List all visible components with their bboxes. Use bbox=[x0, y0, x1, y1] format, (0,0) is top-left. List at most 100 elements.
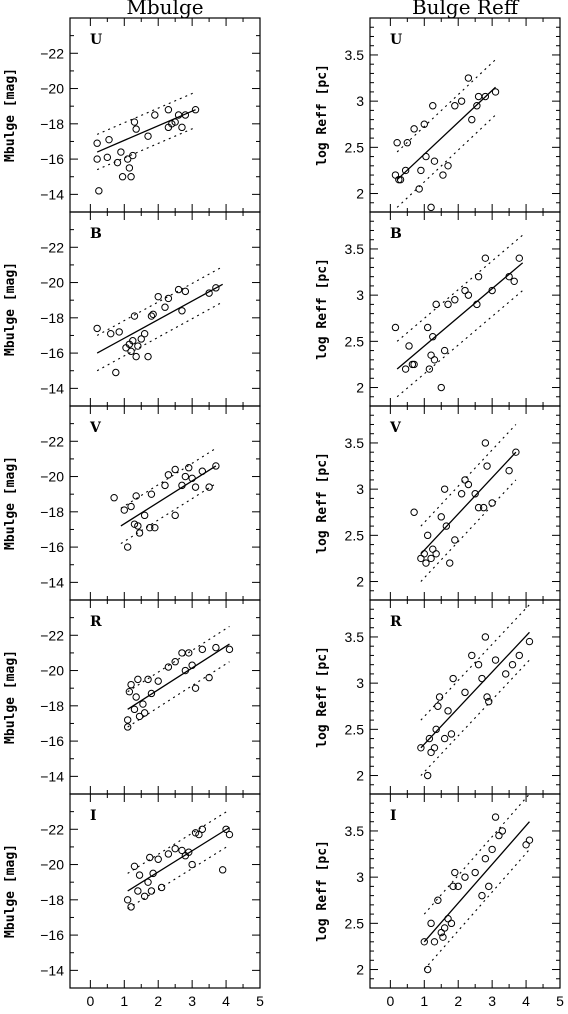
x-tick-label: 4 bbox=[522, 993, 530, 1009]
data-point bbox=[488, 845, 496, 854]
data-point bbox=[510, 277, 518, 285]
y-tick-label: −22 bbox=[40, 821, 64, 837]
y-tick-label: −14 bbox=[40, 380, 64, 396]
y-tick-label: 2 bbox=[356, 380, 364, 396]
fit-upper-bound bbox=[420, 604, 530, 721]
data-point bbox=[427, 351, 435, 359]
panel-frame bbox=[69, 793, 261, 989]
data-point bbox=[485, 882, 493, 891]
data-point bbox=[505, 272, 513, 281]
data-point bbox=[171, 511, 179, 520]
y-tick-label: −14 bbox=[40, 962, 64, 978]
y-tick-label: 2.5 bbox=[345, 139, 365, 155]
data-point bbox=[181, 287, 190, 296]
data-point bbox=[181, 472, 190, 481]
data-point bbox=[174, 285, 183, 294]
x-tick-label: 3 bbox=[188, 993, 196, 1009]
data-point bbox=[123, 896, 132, 904]
data-point bbox=[115, 328, 123, 336]
fit-upper-bound bbox=[420, 424, 517, 527]
data-point bbox=[205, 673, 213, 682]
y-tick-label: 3 bbox=[356, 93, 364, 109]
data-point bbox=[432, 550, 440, 558]
y-axis-label: log Reff [pc] bbox=[315, 840, 330, 942]
data-point bbox=[146, 853, 154, 862]
data-point bbox=[144, 878, 152, 886]
data-point bbox=[522, 841, 530, 849]
data-point bbox=[498, 827, 507, 835]
fit-lower-bound bbox=[127, 844, 230, 910]
data-point bbox=[205, 289, 213, 297]
data-point bbox=[481, 439, 490, 447]
data-point bbox=[447, 730, 456, 738]
y-tick-label: −16 bbox=[40, 927, 64, 943]
y-axis-label: log Reff [pc] bbox=[315, 258, 330, 360]
y-tick-label: 3.5 bbox=[345, 241, 365, 257]
data-point bbox=[110, 494, 118, 502]
data-point bbox=[212, 462, 220, 470]
data-point bbox=[171, 465, 179, 474]
data-point bbox=[178, 123, 186, 132]
data-point bbox=[113, 158, 122, 167]
data-point bbox=[181, 666, 190, 675]
data-point bbox=[140, 892, 149, 900]
data-point bbox=[135, 529, 144, 537]
x-tick-label: 1 bbox=[120, 993, 128, 1009]
data-point bbox=[461, 873, 469, 881]
y-tick-label: −18 bbox=[40, 698, 64, 714]
data-point bbox=[430, 356, 439, 364]
fit-line bbox=[127, 826, 230, 892]
y-tick-label: 3.5 bbox=[345, 629, 365, 645]
data-point bbox=[171, 118, 179, 126]
x-tick-label: 0 bbox=[386, 993, 394, 1009]
data-point bbox=[188, 860, 196, 869]
fit-upper-bound bbox=[127, 809, 230, 874]
data-point bbox=[464, 74, 473, 82]
y-tick-label: −16 bbox=[40, 345, 64, 361]
y-tick-label: −20 bbox=[40, 81, 64, 97]
data-point bbox=[147, 490, 156, 498]
data-point bbox=[422, 559, 430, 567]
data-point bbox=[144, 675, 152, 684]
data-point bbox=[171, 844, 179, 853]
data-point bbox=[444, 915, 452, 923]
data-point bbox=[130, 312, 139, 320]
y-tick-label: 2 bbox=[356, 186, 364, 202]
data-point bbox=[423, 323, 432, 332]
y-tick-label: 3 bbox=[356, 869, 364, 885]
data-point bbox=[132, 693, 140, 701]
data-point bbox=[468, 115, 476, 124]
data-point bbox=[125, 164, 134, 172]
data-point bbox=[420, 550, 428, 558]
fit-lower-bound bbox=[420, 659, 530, 776]
y-tick-label: −22 bbox=[40, 239, 64, 255]
data-point bbox=[430, 938, 439, 946]
y-tick-label: −22 bbox=[40, 627, 64, 643]
x-tick-label: 5 bbox=[556, 993, 564, 1009]
data-point bbox=[144, 352, 152, 361]
data-point bbox=[164, 850, 173, 858]
data-point bbox=[212, 284, 220, 292]
data-point bbox=[451, 296, 459, 304]
band-label: V bbox=[89, 420, 102, 436]
y-tick-label: 2.5 bbox=[345, 527, 365, 543]
fit-upper-bound bbox=[423, 793, 530, 915]
data-point bbox=[505, 466, 513, 475]
data-point bbox=[473, 102, 481, 110]
column-title: Bulge Reff bbox=[412, 0, 520, 19]
data-point bbox=[525, 836, 534, 844]
y-tick-label: −18 bbox=[40, 892, 64, 908]
y-tick-label: 2.5 bbox=[345, 915, 365, 931]
data-point bbox=[437, 513, 445, 521]
data-point bbox=[185, 848, 193, 856]
data-point bbox=[164, 663, 173, 671]
data-point bbox=[515, 254, 523, 262]
data-point bbox=[147, 689, 156, 698]
data-point bbox=[471, 868, 479, 877]
data-point bbox=[198, 645, 207, 654]
data-point bbox=[178, 649, 186, 657]
data-point bbox=[112, 368, 120, 377]
y-tick-label: 3.5 bbox=[345, 823, 365, 839]
data-point bbox=[178, 846, 186, 855]
data-point bbox=[481, 254, 490, 262]
